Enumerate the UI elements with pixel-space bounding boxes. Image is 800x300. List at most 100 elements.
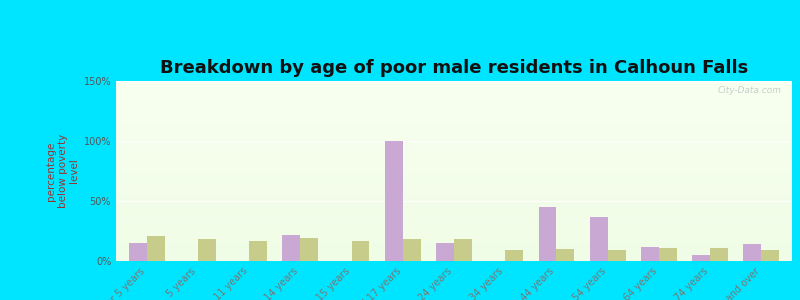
Bar [116, 252, 792, 254]
Bar [116, 189, 792, 191]
Title: Breakdown by age of poor male residents in Calhoun Falls: Breakdown by age of poor male residents … [160, 59, 748, 77]
Bar [116, 97, 792, 99]
Bar [116, 221, 792, 223]
Bar [116, 223, 792, 225]
Bar [116, 110, 792, 112]
Bar [116, 149, 792, 151]
Bar [116, 128, 792, 130]
Bar [116, 191, 792, 193]
Bar [116, 173, 792, 175]
Bar [116, 92, 792, 94]
Bar [116, 225, 792, 227]
Bar [116, 178, 792, 180]
Bar [116, 171, 792, 173]
Bar [116, 135, 792, 137]
Bar [116, 166, 792, 167]
Bar [116, 112, 792, 113]
Bar [557, 249, 574, 261]
Bar [116, 115, 792, 117]
Bar [710, 248, 728, 261]
Text: City-Data.com: City-Data.com [718, 86, 782, 95]
Bar [116, 104, 792, 106]
Bar [116, 200, 792, 202]
Bar [116, 167, 792, 169]
Bar [116, 151, 792, 153]
Bar [129, 243, 146, 261]
Bar [249, 241, 267, 261]
Bar [116, 86, 792, 88]
Bar [454, 239, 472, 261]
Bar [116, 236, 792, 238]
Bar [116, 106, 792, 108]
Bar [116, 126, 792, 128]
Bar [385, 141, 402, 261]
Bar [116, 140, 792, 142]
Bar [116, 81, 792, 83]
Bar [116, 162, 792, 164]
Bar [116, 157, 792, 158]
Bar [116, 259, 792, 261]
Bar [641, 247, 659, 261]
Bar [116, 144, 792, 146]
Bar [116, 101, 792, 103]
Bar [116, 83, 792, 85]
Bar [116, 175, 792, 176]
Bar [116, 176, 792, 178]
Bar [146, 236, 165, 261]
Bar [116, 108, 792, 110]
Bar [692, 255, 710, 261]
Bar [116, 95, 792, 97]
Bar [116, 250, 792, 252]
Bar [116, 146, 792, 148]
Bar [116, 203, 792, 205]
Bar [116, 119, 792, 121]
Bar [436, 243, 454, 261]
Bar [116, 198, 792, 200]
Bar [116, 90, 792, 92]
Bar [116, 229, 792, 230]
Bar [116, 85, 792, 86]
Bar [116, 182, 792, 184]
Y-axis label: percentage
below poverty
level: percentage below poverty level [46, 134, 79, 208]
Bar [116, 239, 792, 241]
Bar [116, 214, 792, 216]
Bar [116, 207, 792, 209]
Bar [116, 131, 792, 133]
Bar [116, 122, 792, 124]
Bar [538, 207, 557, 261]
Bar [116, 184, 792, 185]
Bar [116, 202, 792, 203]
Bar [116, 212, 792, 214]
Bar [659, 248, 677, 261]
Bar [116, 245, 792, 247]
Bar [116, 216, 792, 218]
Bar [116, 193, 792, 194]
Bar [116, 137, 792, 139]
Bar [116, 169, 792, 171]
Bar [116, 187, 792, 189]
Bar [116, 230, 792, 232]
Bar [351, 241, 370, 261]
Bar [590, 217, 608, 261]
Bar [116, 88, 792, 90]
Bar [116, 220, 792, 221]
Bar [116, 94, 792, 95]
Bar [608, 250, 626, 261]
Bar [116, 194, 792, 196]
Bar [116, 124, 792, 126]
Bar [116, 248, 792, 250]
Bar [116, 232, 792, 234]
Bar [116, 256, 792, 257]
Bar [116, 153, 792, 155]
Bar [300, 238, 318, 261]
Bar [116, 209, 792, 211]
Bar [116, 121, 792, 122]
Bar [743, 244, 762, 261]
Bar [116, 164, 792, 166]
Bar [116, 196, 792, 198]
Bar [116, 158, 792, 160]
Bar [282, 235, 300, 261]
Bar [116, 133, 792, 135]
Bar [116, 227, 792, 229]
Bar [116, 243, 792, 245]
